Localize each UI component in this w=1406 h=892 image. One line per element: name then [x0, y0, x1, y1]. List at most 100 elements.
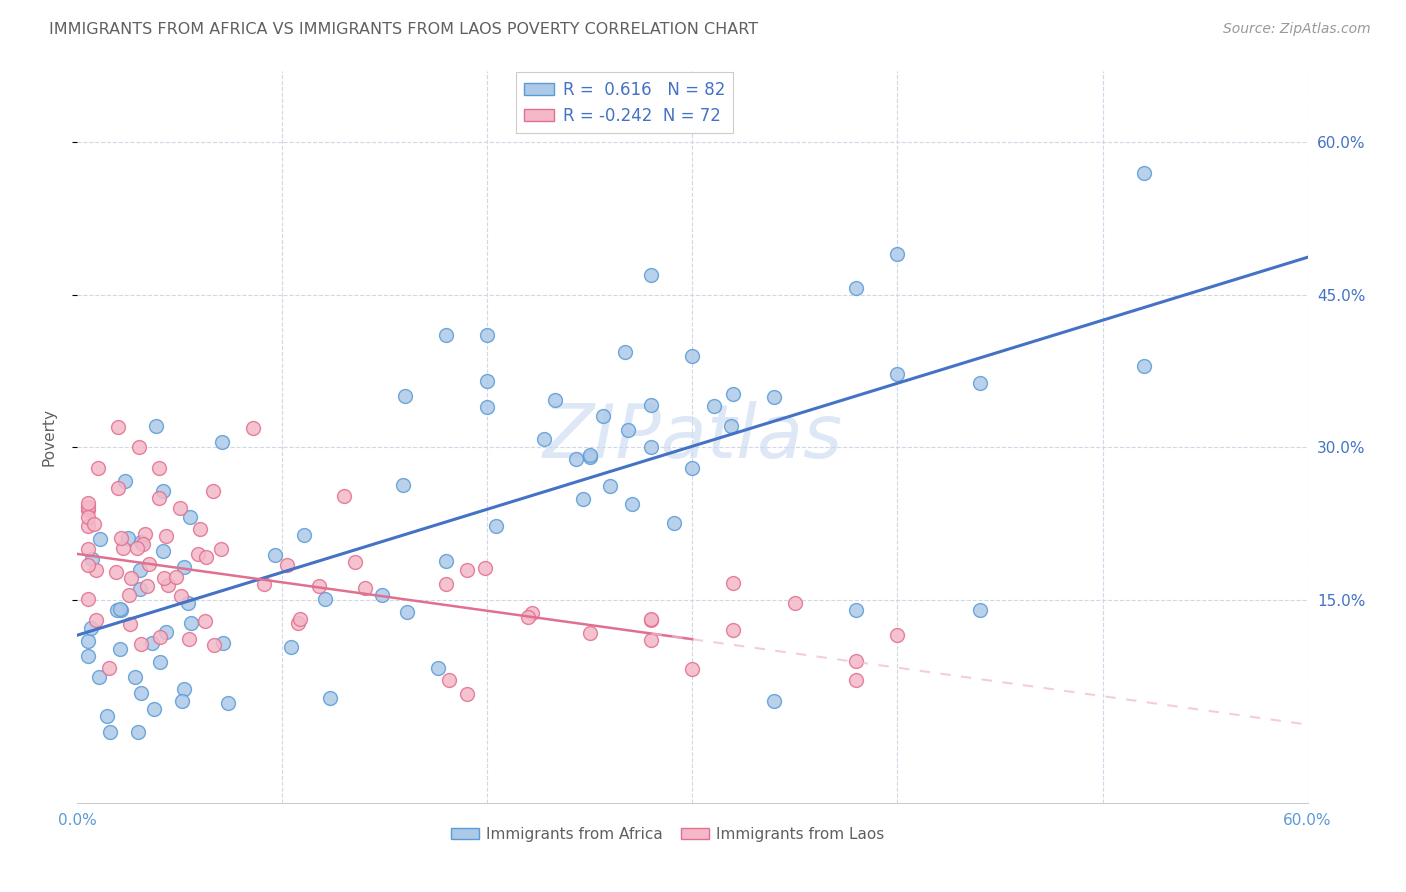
- Point: [544, 392, 567, 407]
- Point: [117, 531, 139, 545]
- Point: [292, 528, 315, 542]
- Point: [263, 548, 285, 562]
- Point: [517, 609, 540, 624]
- Point: [280, 640, 302, 654]
- Point: [76, 496, 98, 510]
- Point: [579, 448, 602, 462]
- Point: [141, 636, 163, 650]
- Point: [474, 561, 496, 575]
- Point: [143, 701, 166, 715]
- Point: [202, 638, 225, 652]
- Point: [110, 602, 132, 616]
- Point: [131, 637, 153, 651]
- Point: [845, 673, 868, 687]
- Point: [129, 686, 152, 700]
- Point: [76, 592, 98, 607]
- Point: [98, 660, 121, 674]
- Point: [80, 622, 103, 636]
- Point: [169, 501, 191, 516]
- Point: [98, 724, 121, 739]
- Point: [720, 418, 742, 433]
- Point: [436, 328, 458, 343]
- Point: [152, 544, 174, 558]
- Point: [371, 588, 394, 602]
- Point: [886, 247, 908, 261]
- Point: [138, 557, 160, 571]
- Point: [155, 624, 177, 639]
- Point: [845, 603, 868, 617]
- Point: [533, 432, 555, 446]
- Point: [165, 570, 187, 584]
- Point: [127, 541, 149, 555]
- Point: [211, 435, 233, 450]
- Text: IMMIGRANTS FROM AFRICA VS IMMIGRANTS FROM LAOS POVERTY CORRELATION CHART: IMMIGRANTS FROM AFRICA VS IMMIGRANTS FRO…: [49, 22, 758, 37]
- Point: [111, 541, 134, 555]
- Point: [77, 648, 100, 663]
- Point: [180, 615, 202, 630]
- Point: [89, 532, 111, 546]
- Point: [723, 576, 745, 591]
- Text: ZIPatlas: ZIPatlas: [543, 401, 842, 473]
- Point: [114, 475, 136, 489]
- Point: [80, 551, 103, 566]
- Point: [76, 510, 98, 524]
- Point: [640, 268, 662, 282]
- Point: [84, 563, 107, 577]
- Point: [288, 612, 311, 626]
- Point: [134, 527, 156, 541]
- Point: [129, 563, 152, 577]
- Point: [145, 419, 167, 434]
- Point: [129, 582, 152, 596]
- Point: [723, 387, 745, 401]
- Point: [617, 424, 640, 438]
- Point: [77, 542, 100, 557]
- Point: [485, 519, 508, 533]
- Point: [640, 440, 662, 454]
- Point: [969, 603, 991, 617]
- Point: [253, 577, 276, 591]
- Point: [110, 531, 132, 545]
- Point: [276, 558, 298, 572]
- Point: [845, 281, 868, 295]
- Point: [640, 398, 662, 412]
- Point: [456, 687, 478, 701]
- Point: [640, 613, 662, 627]
- Point: [565, 452, 588, 467]
- Point: [763, 390, 786, 404]
- Point: [436, 554, 458, 568]
- Point: [456, 563, 478, 577]
- Point: [179, 632, 201, 647]
- Point: [640, 612, 662, 626]
- Point: [76, 503, 98, 517]
- Point: [344, 556, 367, 570]
- Point: [333, 489, 356, 503]
- Point: [124, 670, 146, 684]
- Point: [77, 519, 100, 533]
- Point: [188, 521, 212, 535]
- Point: [131, 535, 153, 549]
- Point: [105, 603, 128, 617]
- Point: [763, 694, 786, 708]
- Point: [132, 537, 155, 551]
- Point: [391, 477, 413, 491]
- Point: [170, 590, 193, 604]
- Point: [354, 581, 377, 595]
- Point: [87, 460, 110, 475]
- Point: [148, 460, 170, 475]
- Point: [886, 628, 908, 642]
- Point: [620, 497, 643, 511]
- Point: [149, 655, 172, 669]
- Point: [396, 605, 419, 619]
- Point: [599, 479, 621, 493]
- Point: [477, 328, 499, 343]
- Point: [662, 516, 685, 530]
- Point: [84, 613, 107, 627]
- Point: [477, 374, 499, 388]
- Point: [308, 579, 330, 593]
- Point: [579, 626, 602, 640]
- Point: [118, 588, 141, 602]
- Point: [107, 481, 129, 495]
- Point: [108, 642, 131, 657]
- Point: [156, 578, 179, 592]
- Point: [520, 607, 543, 621]
